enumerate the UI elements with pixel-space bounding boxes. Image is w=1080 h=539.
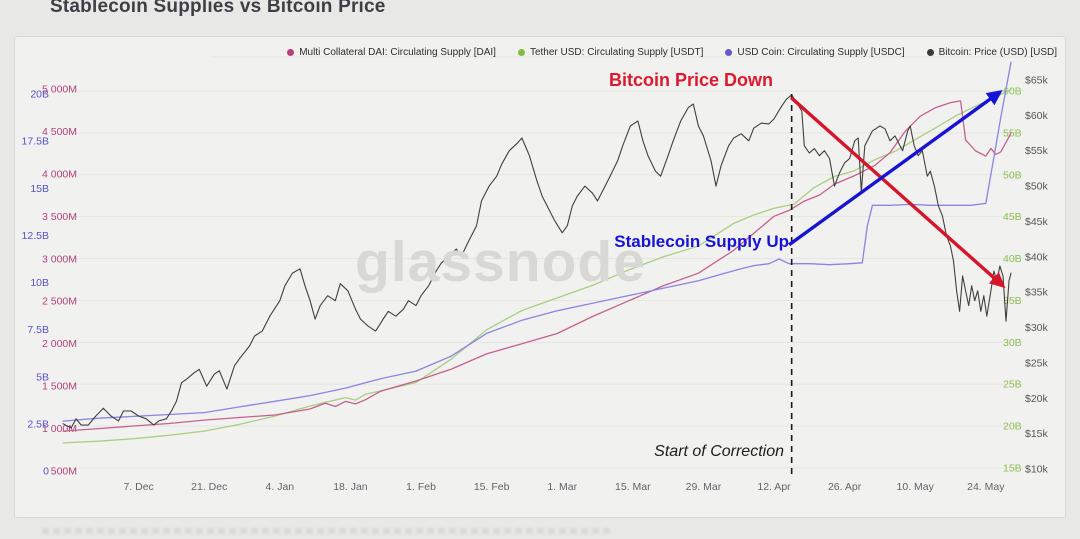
- left_outer_usdc-tick-label: 15B: [30, 183, 49, 195]
- chart-plot-area: 0 2.5B 5B 7.5B 10B 12.5B 15B 17.5B 20B 500M 1 000M…: [22, 56, 1055, 493]
- left_inner_dai-tick-label: 1 000M: [42, 423, 77, 435]
- x-axis-tick-label: 24. May: [967, 481, 1005, 493]
- right_inner_usdt-tick-label: 25B: [1003, 379, 1022, 391]
- x-axis-tick-label: 15. Mar: [615, 481, 651, 493]
- left_inner_dai-tick-label: 1 500M: [42, 381, 77, 393]
- cutoff-caption-remnant: [42, 528, 612, 534]
- right_outer_btc-tick-label: $60k: [1025, 110, 1049, 122]
- usdt-series-line: [62, 88, 1012, 444]
- legend-label-btc: Bitcoin: Price (USD) [USD]: [938, 47, 1057, 58]
- left_inner_dai-tick-label: 4 000M: [42, 168, 77, 180]
- right_inner_usdt-tick-label: 30B: [1003, 337, 1022, 349]
- right_outer_btc-tick-label: $40k: [1025, 251, 1049, 263]
- right_outer_btc-tick-label: $50k: [1025, 181, 1049, 193]
- x-axis-tick-label: 4. Jan: [266, 481, 295, 493]
- x-axis-tick-label: 15. Feb: [474, 481, 510, 493]
- right_outer_btc-tick-label: $15k: [1025, 428, 1049, 440]
- dai-legend-dot-icon: [287, 49, 295, 56]
- usdc-series-line: [62, 61, 1012, 422]
- right_outer_btc-tick-label: $45k: [1025, 216, 1049, 228]
- left_outer_usdc-tick-label: 17.5B: [22, 136, 49, 148]
- left_outer_usdc-tick-label: 7.5B: [27, 324, 49, 336]
- usdt-legend-dot-icon: [517, 49, 525, 56]
- left_inner_dai-tick-label: 2 000M: [42, 338, 77, 350]
- x-axis-tick-label: 1. Mar: [547, 481, 577, 493]
- legend-label-usdc: USD Coin: Circulating Supply [USDC]: [737, 47, 905, 58]
- left_inner_dai-tick-label: 2 500M: [42, 296, 77, 308]
- legend-item-btc[interactable]: Bitcoin: Price (USD) [USD]: [926, 47, 1057, 58]
- left_outer_usdc-tick-label: 10B: [30, 277, 49, 289]
- right_outer_btc-tick-label: $65k: [1025, 75, 1049, 87]
- x-axis-tick-label: 10. May: [897, 481, 935, 493]
- bitcoin-price-down-arrow: [790, 96, 1006, 289]
- right_inner_usdt-tick-label: 60B: [1003, 85, 1022, 97]
- legend-item-usdc[interactable]: USD Coin: Circulating Supply [USDC]: [725, 47, 905, 58]
- chart-card: Multi Collateral DAI: Circulating Supply…: [14, 36, 1066, 518]
- x-axis-tick-label: 7. Dec: [123, 481, 153, 493]
- right_inner_usdt-tick-label: 35B: [1003, 295, 1022, 307]
- right_inner_usdt-tick-label: 50B: [1003, 169, 1022, 181]
- legend-item-usdt[interactable]: Tether USD: Circulating Supply [USDT]: [517, 47, 704, 58]
- x-axis-tick-label: 18. Jan: [333, 481, 368, 493]
- x-axis-tick-label: 21. Dec: [191, 481, 227, 493]
- left_inner_dai-tick-label: 3 000M: [42, 253, 77, 265]
- left_outer_usdc-tick-label: 0: [43, 466, 49, 478]
- chart-legend: Multi Collateral DAI: Circulating Supply…: [15, 47, 1057, 58]
- left_inner_dai-tick-label: 4 500M: [42, 126, 77, 138]
- right_outer_btc-tick-label: $10k: [1025, 464, 1049, 476]
- left_outer_usdc-tick-label: 12.5B: [22, 230, 49, 242]
- right_inner_usdt-tick-label: 15B: [1003, 463, 1022, 475]
- left_inner_dai-tick-label: 3 500M: [42, 211, 77, 223]
- left_outer_usdc-tick-label: 20B: [30, 89, 49, 101]
- x-axis-tick-label: 12. Apr: [757, 481, 791, 493]
- right_inner_usdt-tick-label: 45B: [1003, 211, 1022, 223]
- right_outer_btc-tick-label: $30k: [1025, 322, 1049, 334]
- usdc-legend-dot-icon: [725, 49, 733, 56]
- right_outer_btc-tick-label: $25k: [1025, 357, 1049, 369]
- legend-label-usdt: Tether USD: Circulating Supply [USDT]: [529, 47, 704, 58]
- left_inner_dai-tick-label: 5 000M: [42, 83, 77, 95]
- right_inner_usdt-tick-label: 20B: [1003, 421, 1022, 433]
- x-axis-tick-label: 26. Apr: [828, 481, 862, 493]
- left_outer_usdc-tick-label: 2.5B: [27, 418, 49, 430]
- right_inner_usdt-tick-label: 55B: [1003, 127, 1022, 139]
- btc-series-line: [62, 94, 1012, 429]
- legend-item-dai[interactable]: Multi Collateral DAI: Circulating Supply…: [287, 47, 496, 58]
- x-axis-tick-label: 1. Feb: [406, 481, 436, 493]
- stablecoin-supply-up-arrow: [788, 90, 1003, 247]
- right_outer_btc-tick-label: $55k: [1025, 145, 1049, 157]
- dai-series-line: [62, 100, 1012, 432]
- right_outer_btc-tick-label: $20k: [1025, 393, 1049, 405]
- right_outer_btc-tick-label: $35k: [1025, 287, 1049, 299]
- btc-legend-dot-icon: [926, 49, 934, 56]
- legend-label-dai: Multi Collateral DAI: Circulating Supply…: [299, 47, 496, 58]
- left_outer_usdc-tick-label: 5B: [36, 371, 49, 383]
- x-axis-tick-label: 29. Mar: [686, 481, 722, 493]
- right_inner_usdt-tick-label: 40B: [1003, 253, 1022, 265]
- page-title: Stablecoin Supplies vs Bitcoin Price: [50, 0, 386, 17]
- left_inner_dai-tick-label: 500M: [51, 466, 77, 478]
